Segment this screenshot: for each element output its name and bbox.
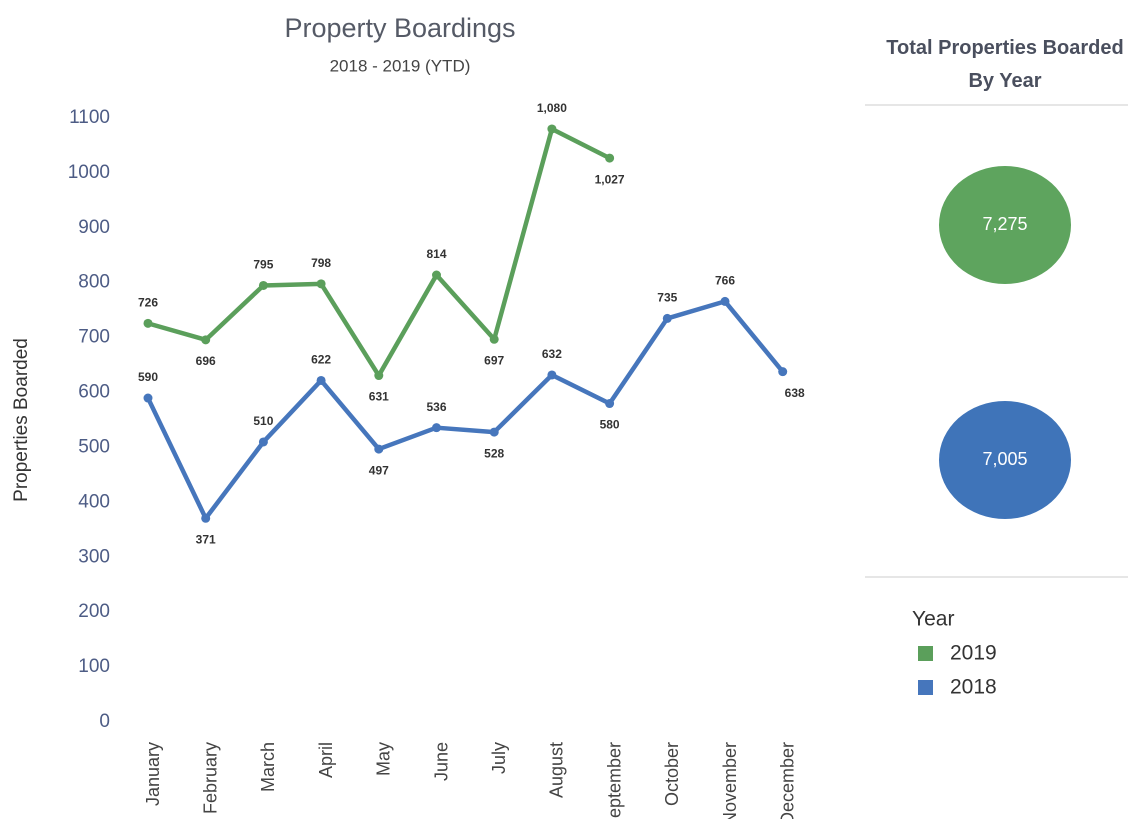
data-label: 1,080 <box>537 101 567 115</box>
data-point <box>258 280 268 290</box>
chart-subtitle: 2018 - 2019 (YTD) <box>330 56 471 75</box>
total-bubble <box>939 401 1071 519</box>
data-point <box>258 437 268 447</box>
data-label: 631 <box>369 390 389 404</box>
data-point <box>432 423 441 433</box>
x-tick-label: January <box>143 742 163 806</box>
total-bubble <box>939 166 1071 284</box>
y-tick-label: 0 <box>99 711 110 732</box>
data-point <box>547 370 557 380</box>
data-label: 696 <box>196 354 216 368</box>
data-point <box>605 399 615 409</box>
data-point <box>374 444 384 454</box>
y-tick-label: 1100 <box>69 107 110 128</box>
total-label: 7,005 <box>982 449 1027 469</box>
y-tick-label: 300 <box>78 546 110 567</box>
data-point <box>605 153 615 163</box>
y-tick-label: 800 <box>78 272 110 293</box>
y-tick-label: 1000 <box>68 162 110 183</box>
data-label: 1,027 <box>595 172 625 186</box>
data-label: 632 <box>542 347 562 361</box>
data-label: 536 <box>426 400 446 414</box>
data-label: 726 <box>138 296 158 310</box>
data-point <box>201 335 211 345</box>
data-point <box>201 513 211 523</box>
data-label: 795 <box>253 258 273 272</box>
x-tick-label: August <box>547 742 567 798</box>
y-axis-label: Properties Boarded <box>11 338 32 502</box>
data-label: 497 <box>369 463 389 477</box>
y-tick-label: 600 <box>78 382 110 403</box>
y-tick-label: 900 <box>78 217 110 238</box>
y-tick-label: 400 <box>78 491 110 512</box>
data-label: 798 <box>311 256 331 270</box>
totals-title: Total Properties Boarded By Year <box>886 37 1124 92</box>
x-tick-label: October <box>662 742 682 806</box>
legend-label: 2018 <box>950 676 997 699</box>
data-point <box>720 296 730 306</box>
data-point <box>143 318 153 328</box>
x-tick-label: February <box>200 742 220 814</box>
data-label: 766 <box>715 274 735 288</box>
legend-label: 2019 <box>950 642 997 665</box>
legend-swatch <box>918 680 933 695</box>
y-tick-label: 200 <box>78 601 110 622</box>
data-point <box>778 367 788 377</box>
data-point <box>316 279 326 289</box>
data-label: 735 <box>657 291 677 305</box>
x-tick-label: November <box>720 742 740 819</box>
total-label: 7,275 <box>982 214 1027 234</box>
data-point <box>662 313 672 323</box>
data-point <box>489 334 499 344</box>
data-point <box>547 124 557 134</box>
data-label: 580 <box>600 418 620 432</box>
legend-swatch <box>918 646 933 661</box>
data-point <box>316 375 326 385</box>
y-tick-label: 500 <box>78 436 110 457</box>
x-tick-label: December <box>777 742 797 819</box>
x-tick-label: March <box>258 742 278 792</box>
chart-title: Property Boardings <box>284 13 515 43</box>
x-tick-label: April <box>316 742 336 778</box>
data-point <box>143 393 153 403</box>
data-label: 510 <box>253 414 273 428</box>
data-point <box>489 427 499 437</box>
data-point <box>374 371 384 381</box>
x-tick-label: June <box>431 742 451 781</box>
y-tick-label: 700 <box>78 327 110 348</box>
series-line <box>145 299 785 521</box>
data-label: 697 <box>484 353 504 367</box>
data-label: 638 <box>785 386 805 400</box>
x-tick-label: September <box>604 742 624 819</box>
x-tick-label: May <box>374 742 394 776</box>
data-label: 622 <box>311 353 331 367</box>
data-point <box>432 270 441 280</box>
legend-title: Year <box>912 608 954 631</box>
x-tick-label: July <box>489 742 509 774</box>
data-label: 371 <box>196 532 216 546</box>
y-tick-label: 100 <box>78 656 110 677</box>
data-label: 590 <box>138 370 158 384</box>
series-line <box>147 126 611 378</box>
data-label: 528 <box>484 446 504 460</box>
data-label: 814 <box>426 247 446 261</box>
